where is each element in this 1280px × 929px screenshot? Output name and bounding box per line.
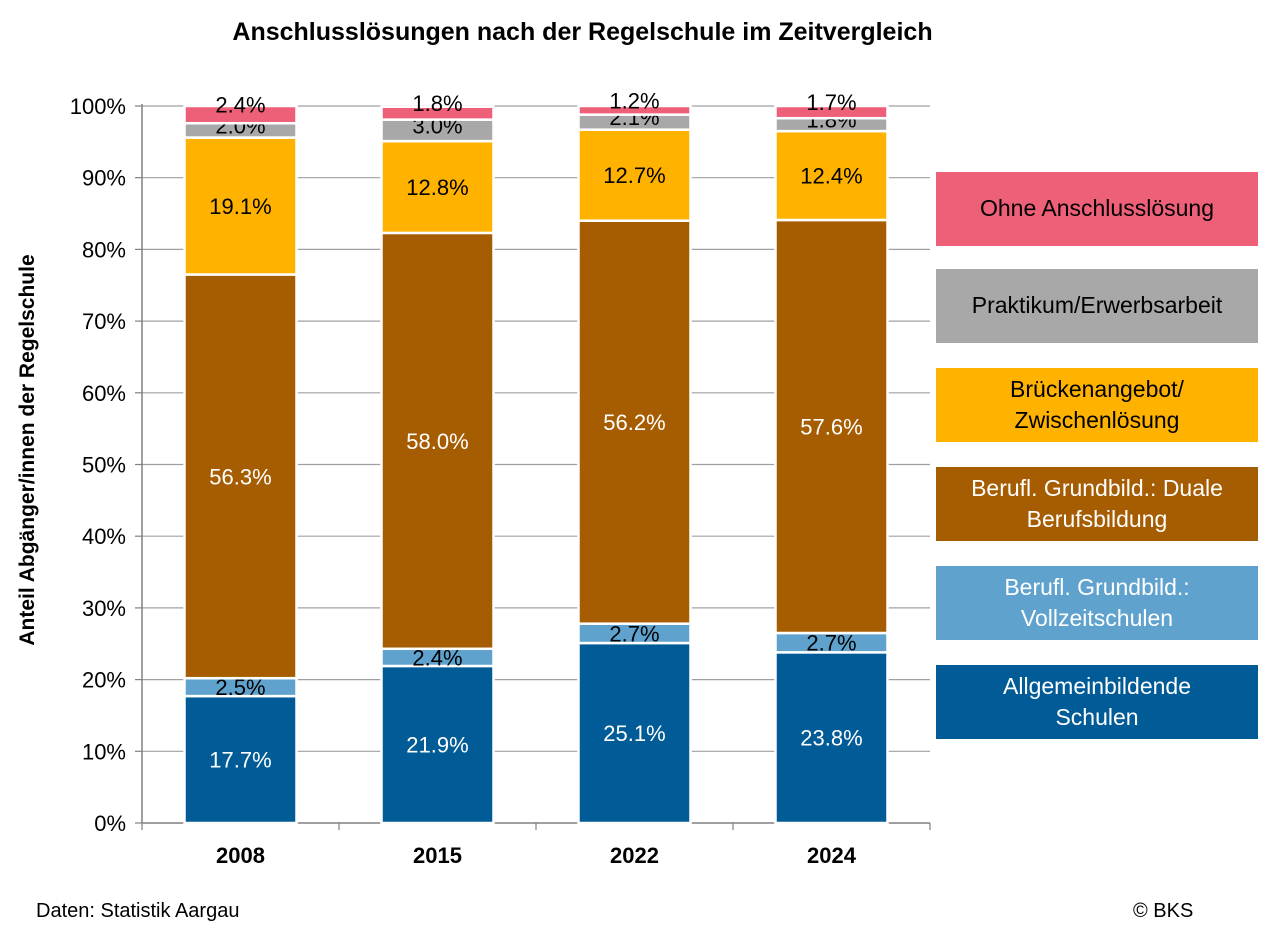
x-tick-label: 2015 (413, 843, 462, 868)
legend-item-ohne-anschlussloesung: Ohne Anschlusslösung (936, 172, 1258, 246)
legend-label: Ohne Anschlusslösung (980, 195, 1214, 222)
data-label: 58.0% (406, 429, 468, 454)
stacked-bar-chart: 0% 10% 20% 30% 40% 50% 60% 70% 80% 90% 100% 17.7% 2.… (70, 88, 931, 868)
bar-segment (774, 104, 889, 120)
legend-label: Berufl. Grundbild.: Vollzeitschulen (1004, 573, 1190, 631)
bar-segment (183, 273, 298, 680)
y-tick-label: 30% (82, 596, 126, 621)
legend-label: Berufl. Grundbild.: Duale Berufsbildung (971, 474, 1223, 532)
y-tick-label: 10% (82, 739, 126, 764)
chart-title: Anschlusslösungen nach der Regelschule i… (232, 18, 933, 46)
copyright-note: © BKS (1133, 900, 1194, 922)
data-label: 2.7% (806, 631, 856, 656)
bar-segment (380, 105, 495, 121)
data-label: 56.3% (209, 464, 271, 489)
bar-segment (577, 128, 692, 222)
bar-segment (380, 664, 495, 825)
y-tick-label: 100% (70, 94, 126, 119)
bar-segment (774, 218, 889, 635)
y-tick-label: 60% (82, 381, 126, 406)
data-label: 12.8% (406, 175, 468, 200)
y-tick-label: 40% (82, 524, 126, 549)
y-tick-label: 20% (82, 668, 126, 693)
y-tick-label: 80% (82, 237, 126, 262)
x-tick-label: 2022 (610, 843, 659, 868)
data-label: 19.1% (209, 194, 271, 219)
y-tick-label: 50% (82, 453, 126, 478)
bar-segment (577, 219, 692, 625)
bar-segment (774, 129, 889, 222)
data-label: 2.4% (215, 93, 265, 118)
data-label: 23.8% (800, 726, 862, 751)
bar-segment (577, 641, 692, 825)
legend-item-brueckenangebot: Brückenangebot/ Zwischenlösung (936, 368, 1258, 442)
bar-segment (774, 651, 889, 825)
bar-segment (380, 139, 495, 235)
data-label: 17.7% (209, 748, 271, 773)
data-label: 1.2% (609, 88, 659, 113)
data-source-note: Daten: Statistik Aargau (36, 900, 240, 922)
data-label: 25.1% (603, 721, 665, 746)
bar-segment (183, 694, 298, 825)
legend-item-allgemeinbildende-schulen: Allgemeinbildende Schulen (936, 665, 1258, 739)
legend-label: Brückenangebot/ Zwischenlösung (1010, 375, 1184, 433)
legend-item-duale-berufsbildung: Berufl. Grundbild.: Duale Berufsbildung (936, 467, 1258, 541)
legend-label: Allgemeinbildende Schulen (1003, 672, 1191, 730)
y-tick-label: 0% (94, 811, 126, 836)
legend-label: Praktikum/Erwerbsarbeit (971, 292, 1223, 319)
x-tick-label: 2008 (216, 843, 265, 868)
data-label: 12.7% (603, 163, 665, 188)
bar-segment (183, 104, 298, 125)
data-label: 1.8% (412, 91, 462, 116)
legend-item-praktikum-erwerbsarbeit: Praktikum/Erwerbsarbeit (936, 269, 1258, 343)
data-label: 56.2% (603, 410, 665, 435)
data-label: 57.6% (800, 414, 862, 439)
data-label: 12.4% (800, 164, 862, 189)
data-label: 2.7% (609, 621, 659, 646)
y-tick-label: 90% (82, 166, 126, 191)
legend-item-vollzeitschulen: Berufl. Grundbild.: Vollzeitschulen (936, 566, 1258, 640)
x-tick-label: 2024 (807, 843, 857, 868)
data-label: 1.7% (806, 90, 856, 115)
bar-segment (577, 104, 692, 116)
y-tick-label: 70% (82, 309, 126, 334)
bar-segment (380, 231, 495, 651)
data-label: 21.9% (406, 732, 468, 757)
